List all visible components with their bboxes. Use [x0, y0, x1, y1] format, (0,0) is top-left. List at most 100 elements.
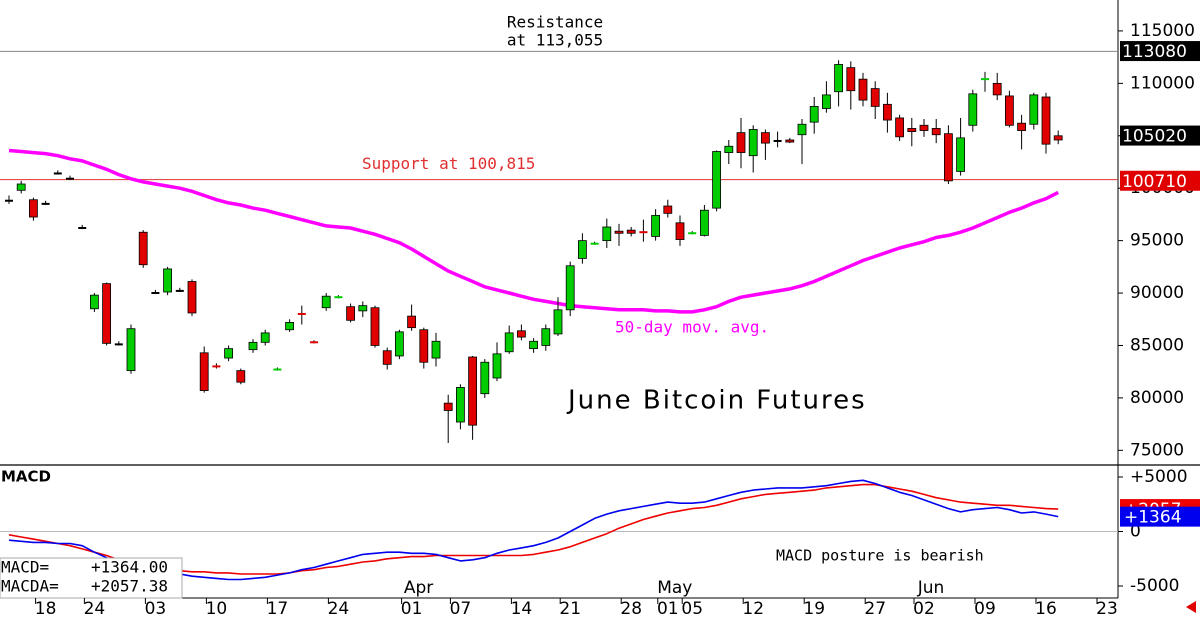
candle-body: [895, 117, 904, 138]
x-tick-label: 09: [974, 599, 996, 618]
candle-body: [90, 294, 99, 310]
candle-body: [822, 94, 831, 109]
support-label: Support at 100,815: [362, 154, 535, 173]
candle-body: [1005, 95, 1014, 126]
candle-body: [5, 199, 13, 202]
month-label: Jun: [917, 578, 945, 598]
legend-value: +2057.38: [91, 577, 168, 596]
candle-body: [761, 132, 770, 144]
x-tick-label: 27: [864, 599, 886, 618]
x-tick-label: 02: [913, 599, 935, 618]
y-tick-label: 80000: [1130, 388, 1184, 408]
candle-body: [651, 215, 660, 237]
x-tick-label: 01: [401, 599, 423, 618]
candle-body: [590, 242, 599, 245]
price-marker: [1120, 170, 1200, 191]
candle-body: [236, 370, 246, 383]
candle-body: [956, 137, 965, 172]
x-tick-label: 24: [328, 599, 350, 618]
candle-body: [407, 315, 417, 329]
scroll-arrow: [1186, 601, 1196, 613]
candle-body: [151, 292, 160, 295]
candle-body: [382, 350, 392, 365]
chart-title: June Bitcoin Futures: [566, 386, 867, 416]
candle-body: [16, 183, 26, 191]
candle-body: [443, 402, 453, 411]
y-tick-label: 110000: [1130, 73, 1195, 93]
macd-line: [8, 479, 1059, 581]
candle-body: [565, 265, 575, 311]
candle-body: [285, 322, 295, 331]
x-tick-label: 12: [742, 599, 764, 618]
macd-marker-label: +1364: [1124, 508, 1182, 528]
macd-marker: [1120, 506, 1200, 527]
y-tick-label: 85000: [1130, 335, 1184, 355]
x-tick-label: 21: [559, 599, 581, 618]
candle-body: [419, 329, 429, 363]
candle-body: [529, 340, 538, 350]
candle-body: [358, 305, 368, 312]
candle-body: [981, 78, 989, 81]
candle-body: [858, 78, 868, 101]
candle-body: [614, 230, 624, 234]
candle-body: [797, 123, 807, 136]
candle-body: [273, 368, 282, 371]
candle-body: [883, 103, 892, 121]
candle-body: [163, 268, 173, 293]
candle-body: [1017, 122, 1026, 131]
candle-body: [480, 361, 490, 395]
candle-body: [712, 151, 721, 209]
candle-body: [187, 281, 197, 314]
candle-body: [212, 365, 221, 368]
candle-body: [773, 139, 782, 142]
candle-body: [394, 331, 404, 357]
candle-body: [517, 330, 526, 338]
moving-average-label: 50-day mov. avg.: [615, 318, 769, 337]
candle-body: [1041, 96, 1051, 145]
y-tick-label: +5000: [1130, 467, 1188, 487]
candle-body: [492, 353, 502, 379]
y-tick-label: 0: [1130, 522, 1141, 542]
price-marker: [1120, 41, 1200, 62]
legend-name: MACDA=: [1, 577, 59, 596]
y-tick-label: -5000: [1130, 576, 1179, 596]
candle-body: [138, 231, 148, 266]
candle-body: [736, 132, 746, 153]
panel-title: MACD: [1, 468, 51, 486]
price-marker-label: 105020: [1122, 127, 1187, 147]
candle-body: [944, 133, 953, 182]
candle-body: [834, 64, 843, 93]
x-tick-label: 05: [681, 599, 703, 618]
candle-body: [114, 343, 123, 346]
candle-body: [370, 307, 380, 346]
candle-body: [907, 128, 917, 132]
candle-body: [321, 295, 331, 309]
x-tick-label: 23: [1096, 599, 1118, 618]
resistance-title: Resistance: [507, 13, 603, 32]
candle-body: [504, 332, 514, 353]
candle-body: [260, 332, 270, 343]
x-tick-label: 24: [84, 599, 106, 618]
candle-body: [553, 309, 563, 335]
candle-body: [310, 341, 318, 344]
candle-body: [968, 93, 978, 126]
candle-body: [541, 328, 551, 346]
candle-body: [199, 352, 209, 391]
x-tick-label: 14: [511, 599, 533, 618]
candle-body: [602, 226, 612, 242]
candle-body: [688, 232, 697, 235]
x-tick-label: 18: [35, 599, 57, 618]
y-tick-label: 90000: [1130, 283, 1184, 303]
candle-body: [870, 88, 880, 107]
candle-body: [663, 205, 673, 214]
candle-body: [468, 356, 478, 426]
y-tick-label: 95000: [1130, 231, 1184, 251]
price-marker: [1120, 125, 1200, 146]
candle-body: [919, 124, 929, 131]
candle-body: [431, 340, 441, 359]
x-tick-label: 10: [206, 599, 228, 618]
candle-body: [748, 129, 758, 157]
resistance-label: at 113,055: [507, 31, 603, 50]
candle-body: [578, 240, 587, 259]
